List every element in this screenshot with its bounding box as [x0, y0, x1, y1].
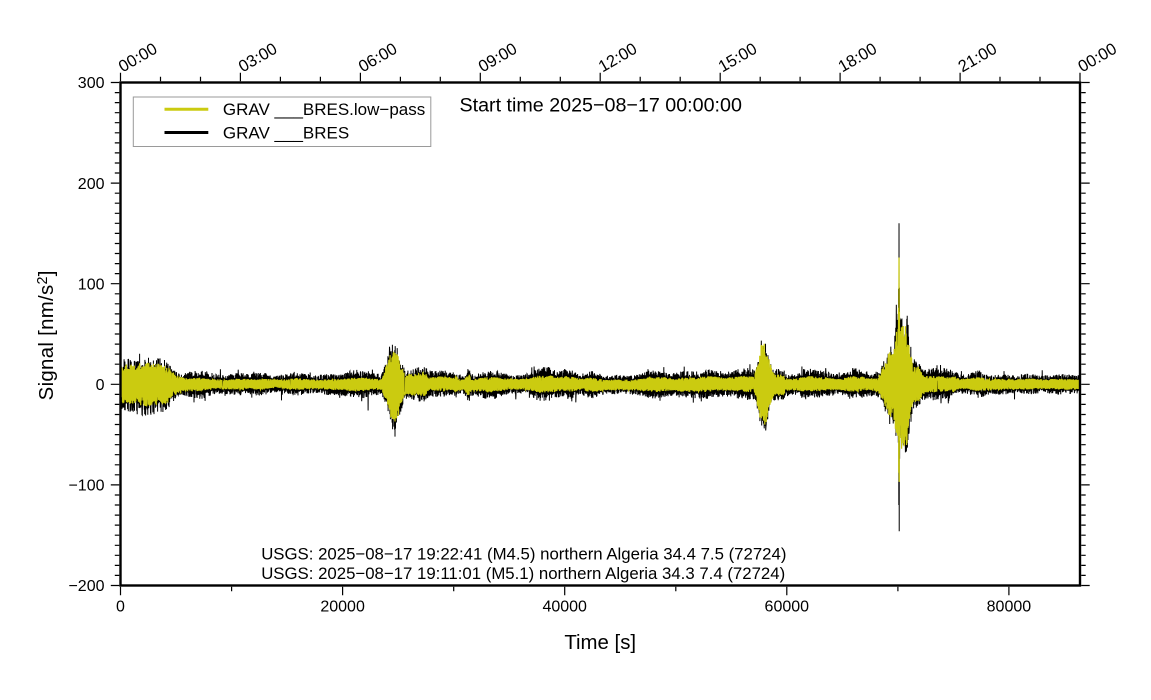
svg-text:200: 200 [78, 176, 105, 193]
svg-text:GRAV ___BRES.low−pass: GRAV ___BRES.low−pass [223, 100, 425, 119]
svg-text:300: 300 [78, 75, 105, 92]
svg-text:60000: 60000 [765, 599, 810, 616]
svg-text:Start time 2025−08−17 00:00:00: Start time 2025−08−17 00:00:00 [460, 95, 742, 117]
svg-text:100: 100 [78, 276, 105, 293]
svg-text:−200: −200 [68, 578, 104, 595]
svg-text:GRAV ___BRES: GRAV ___BRES [223, 124, 349, 143]
svg-text:40000: 40000 [542, 599, 587, 616]
svg-text:0: 0 [116, 599, 125, 616]
svg-text:Time [s]: Time [s] [564, 632, 636, 654]
svg-text:0: 0 [96, 377, 105, 394]
svg-text:80000: 80000 [987, 599, 1032, 616]
svg-text:−100: −100 [68, 478, 104, 495]
svg-text:20000: 20000 [320, 599, 365, 616]
svg-text:USGS: 2025−08−17 19:22:41 (M4.: USGS: 2025−08−17 19:22:41 (M4.5) norther… [261, 544, 786, 563]
svg-text:USGS: 2025−08−17 19:11:01 (M5.: USGS: 2025−08−17 19:11:01 (M5.1) norther… [261, 564, 785, 583]
svg-text:Signal [nm/s2]: Signal [nm/s2] [35, 270, 58, 400]
